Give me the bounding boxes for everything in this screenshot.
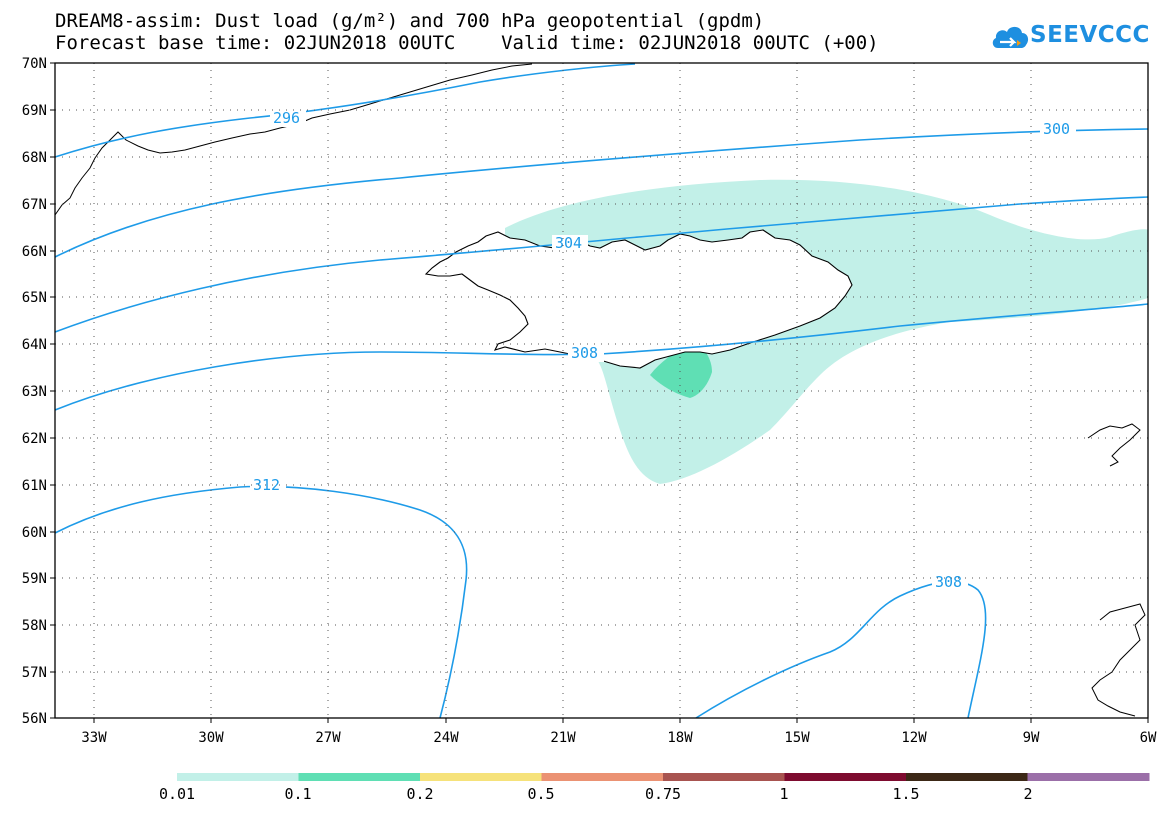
colorbar-swatch (420, 773, 542, 781)
contour-308-south (695, 580, 987, 719)
cloud-icon (992, 26, 1029, 48)
colorbar-label: 0.2 (406, 785, 434, 803)
lat-label: 56N (22, 711, 47, 727)
contour-296 (54, 63, 636, 158)
map-title: DREAM8-assim: Dust load (g/m²) and 700 h… (55, 10, 765, 32)
contour-label-308-south: 308 (935, 573, 962, 591)
contour-304 (54, 196, 1149, 333)
lat-label: 60N (22, 525, 47, 541)
colorbar-swatch (906, 773, 1028, 781)
iceland-land (424, 229, 853, 369)
lon-label: 18W (667, 730, 693, 746)
lat-label: 70N (22, 56, 47, 72)
lat-label: 58N (22, 618, 47, 634)
map-gridlines (55, 63, 1148, 718)
colorbar-label: 2 (1023, 785, 1033, 803)
contour-label-308-north: 308 (571, 344, 598, 362)
scotland-coast (1091, 603, 1146, 717)
lon-label: 6W (1140, 730, 1157, 746)
colorbar-swatch (541, 773, 664, 781)
lon-label: 21W (550, 730, 576, 746)
logo-text: SEEVCCC (1030, 22, 1150, 48)
lat-label: 57N (22, 665, 47, 681)
colorbar (177, 773, 1150, 781)
lat-label: 59N (22, 571, 47, 587)
lat-label: 63N (22, 384, 47, 400)
lat-label: 64N (22, 337, 47, 353)
lat-label: 67N (22, 197, 47, 213)
lon-label: 24W (433, 730, 459, 746)
lon-label: 27W (315, 730, 341, 746)
lon-label: 33W (81, 730, 107, 746)
contour-label-300: 300 (1043, 120, 1070, 138)
lat-label: 61N (22, 478, 47, 494)
faroe-coast (1087, 423, 1141, 467)
colorbar-label: 1 (779, 785, 789, 803)
dust-area-medium-2 (650, 342, 712, 398)
lat-label: 62N (22, 431, 47, 447)
lat-label: 68N (22, 150, 47, 166)
colorbar-label: 0.5 (527, 785, 555, 803)
lon-label: 12W (901, 730, 927, 746)
lat-label: 65N (22, 290, 47, 306)
lat-label: 69N (22, 103, 47, 119)
axis-ticks (50, 62, 1149, 723)
lon-label: 30W (198, 730, 224, 746)
colorbar-label: 0.1 (284, 785, 312, 803)
colorbar-label: 0.01 (158, 785, 196, 803)
longitude-labels: 33W 30W 27W 24W 21W 18W 15W 12W 9W 6W (81, 730, 1157, 746)
lon-label: 9W (1023, 730, 1040, 746)
colorbar-swatch (784, 773, 907, 781)
colorbar-swatch (663, 773, 785, 781)
contour-300 (54, 128, 1149, 258)
latitude-labels: 70N 69N 68N 67N 66N 65N 64N 63N 62N 61N … (22, 56, 47, 727)
colorbar-label: 1.5 (892, 785, 920, 803)
contour-label-312: 312 (253, 476, 280, 494)
contour-label-296: 296 (273, 109, 300, 127)
colorbar-swatch (1027, 773, 1150, 781)
contour-label-304: 304 (555, 234, 582, 252)
contour-label-group (250, 110, 1076, 591)
lon-label: 15W (784, 730, 810, 746)
colorbar-label: 0.75 (644, 785, 682, 803)
lat-label: 66N (22, 244, 47, 260)
seevccc-logo: SEEVCCC (990, 18, 1165, 60)
colorbar-swatch (177, 773, 299, 781)
colorbar-swatch (298, 773, 421, 781)
contour-312 (54, 485, 468, 719)
map-subtitle-times: Forecast base time: 02JUN2018 00UTC Vali… (55, 32, 879, 54)
greenland-coast (54, 63, 533, 216)
